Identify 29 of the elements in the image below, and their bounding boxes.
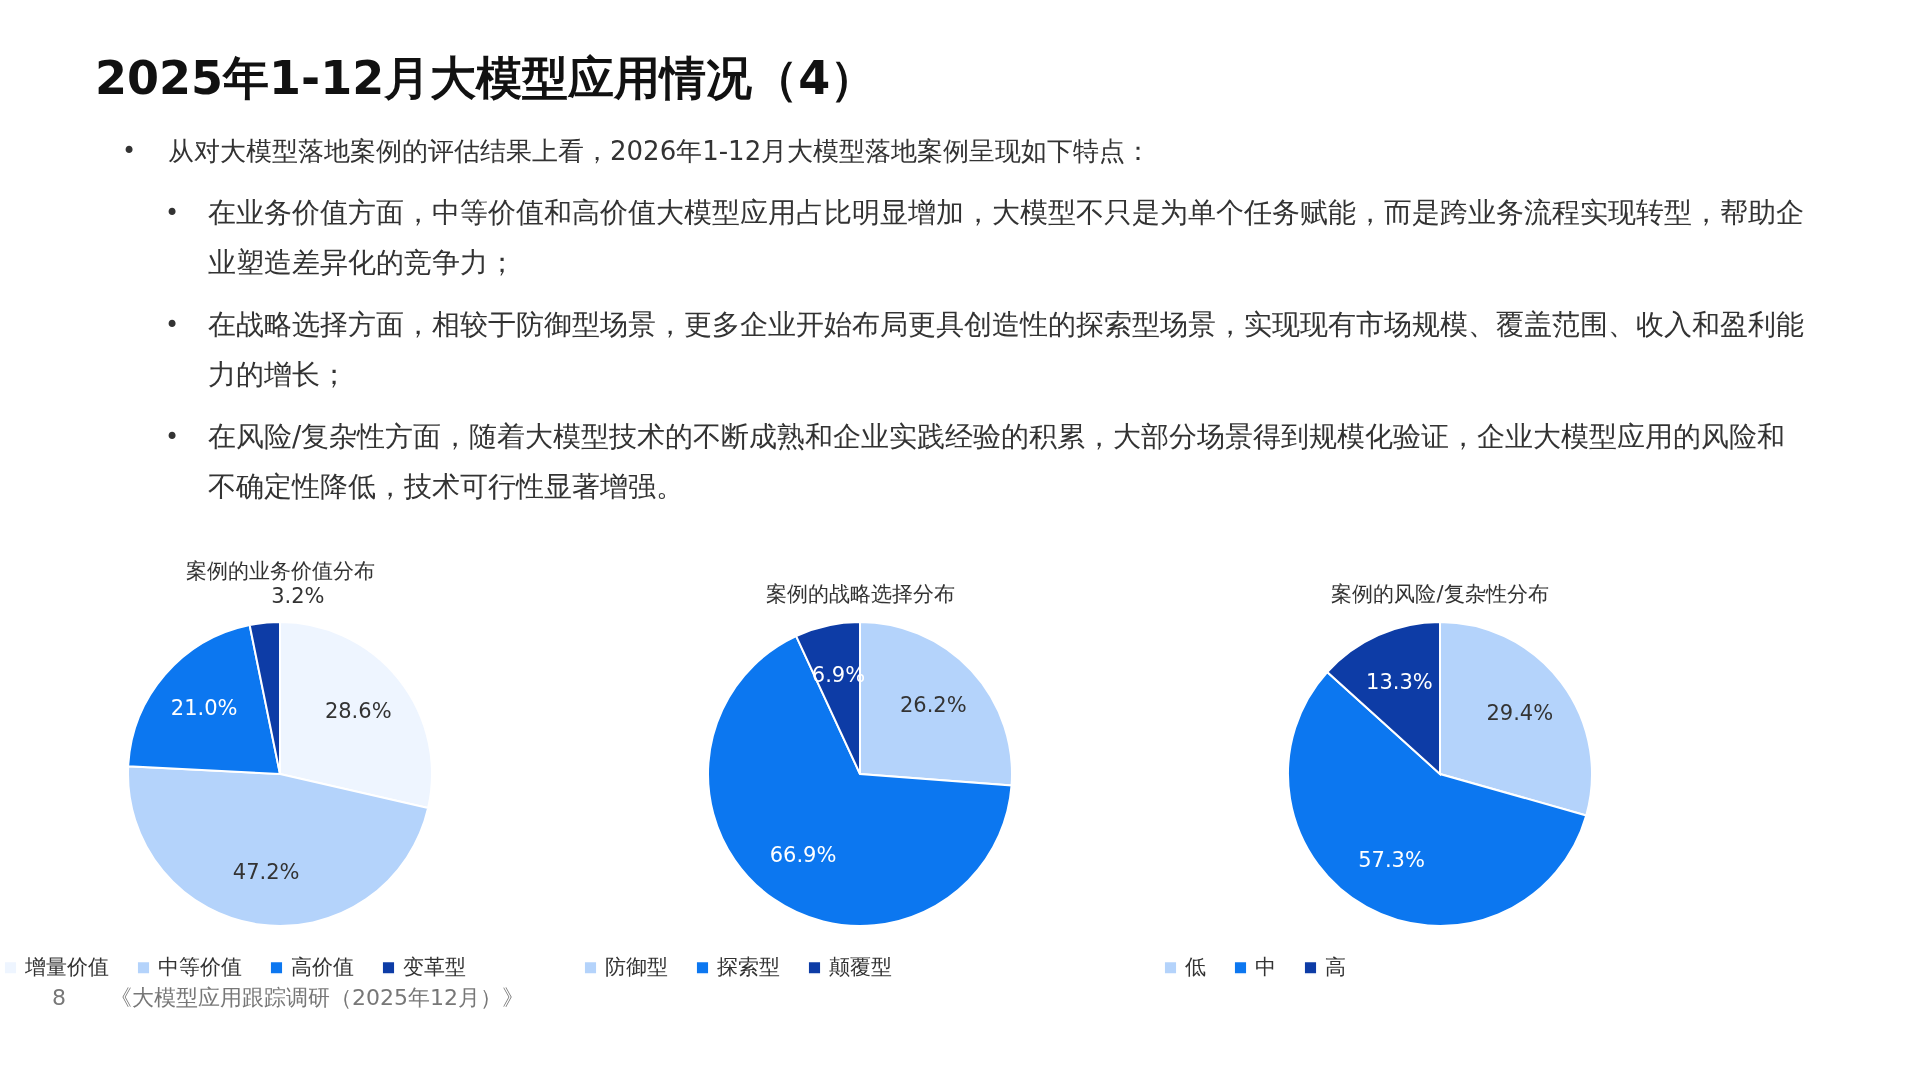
data-label: 66.9%	[769, 843, 837, 868]
chart-title: 案例的风险/复杂性分布	[1331, 582, 1549, 606]
legend-label: 增量价值	[24, 954, 109, 979]
legend-label: 颠覆型	[829, 954, 892, 979]
data-label: 13.3%	[1366, 669, 1433, 694]
legend-label: 变革型	[403, 954, 466, 979]
text: • 从对大模型落地案例的评估结果上看，2026年1-12月大模型落地案例呈现如下特点：	[122, 136, 1152, 166]
text: 2025年1-12月大模型应用情况（4）	[95, 51, 877, 105]
legend-label: 高价值	[291, 954, 354, 979]
text: • 在业务价值方面，中等价值和高价值大模型应用占比明显增加，大模型不只是为单个任务赋能，而是跨业务流程实现转型，帮助企业塑造差异化的竞争力；	[165, 196, 1804, 278]
chart-title: 案例的业务价值分布	[185, 558, 375, 583]
chart-title: 案例的战略选择分布	[765, 582, 955, 606]
legend-label: 中等价值	[158, 954, 242, 979]
legend-label: 防御型	[605, 954, 668, 979]
data-label: 3.2%	[271, 583, 325, 608]
data-label: 57.3%	[1358, 848, 1425, 873]
text: 8	[52, 985, 66, 1010]
data-label: 28.6%	[324, 698, 392, 723]
legend-label: 中	[1255, 954, 1276, 979]
data-label: 47.2%	[232, 860, 300, 885]
text: • 在战略选择方面，相较于防御型场景，更多企业开始布局更具创造性的探索型场景，实现现有市场规模、覆盖范围、收入和盈利能力的增长；	[165, 308, 1804, 390]
text: • 在风险/复杂性方面，随着大模型技术的不断成熟和企业实践经验的积累，大部分场景得到规模化验证，企业大模型应用的风险和不确定性降低，技术可行性显著增强。	[165, 420, 1786, 502]
data-label: 21.0%	[170, 695, 238, 720]
data-label: 29.4%	[1486, 700, 1554, 725]
legend-label: 探索型	[717, 954, 780, 979]
text: 《大模型应用跟踪调研（2025年12月）》	[110, 985, 524, 1010]
data-label: 26.2%	[899, 693, 967, 717]
legend-label: 低	[1185, 954, 1206, 979]
legend-label: 高	[1325, 954, 1346, 979]
